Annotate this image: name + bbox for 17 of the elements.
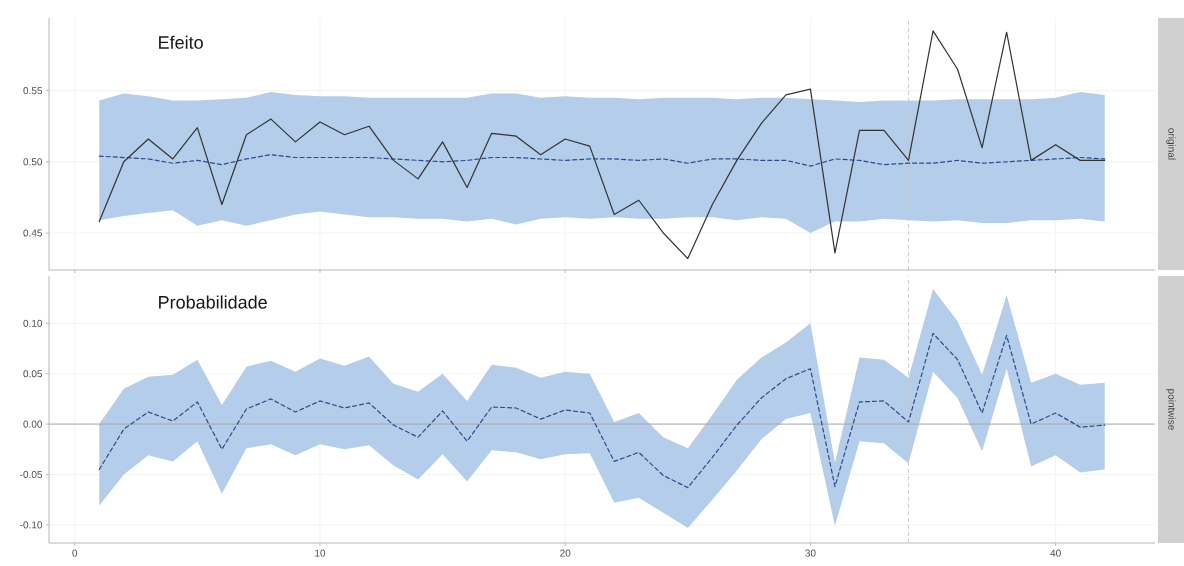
text: original	[1166, 128, 1176, 160]
x-tick-label: 30	[805, 549, 816, 557]
y-tick-label: 0.55	[23, 87, 43, 95]
text: Efeito	[159, 35, 203, 49]
y-tick-label: 0.00	[23, 420, 43, 428]
x-tick-label: 40	[1050, 549, 1061, 557]
x-tick-label: 0	[72, 549, 78, 557]
x-tick-label: 20	[560, 549, 571, 557]
y-tick-label: -0.10	[20, 521, 43, 529]
y-tick-label: 0.10	[23, 319, 43, 327]
text: Probabilidade	[159, 295, 267, 309]
y-tick-label: 0.50	[23, 158, 43, 166]
x-tick-label: 10	[315, 549, 326, 557]
y-tick-label: 0.45	[23, 229, 43, 237]
y-tick-label: -0.05	[20, 470, 43, 479]
text: pointwise	[1166, 389, 1176, 430]
y-tick-label: 0.05	[23, 370, 43, 378]
